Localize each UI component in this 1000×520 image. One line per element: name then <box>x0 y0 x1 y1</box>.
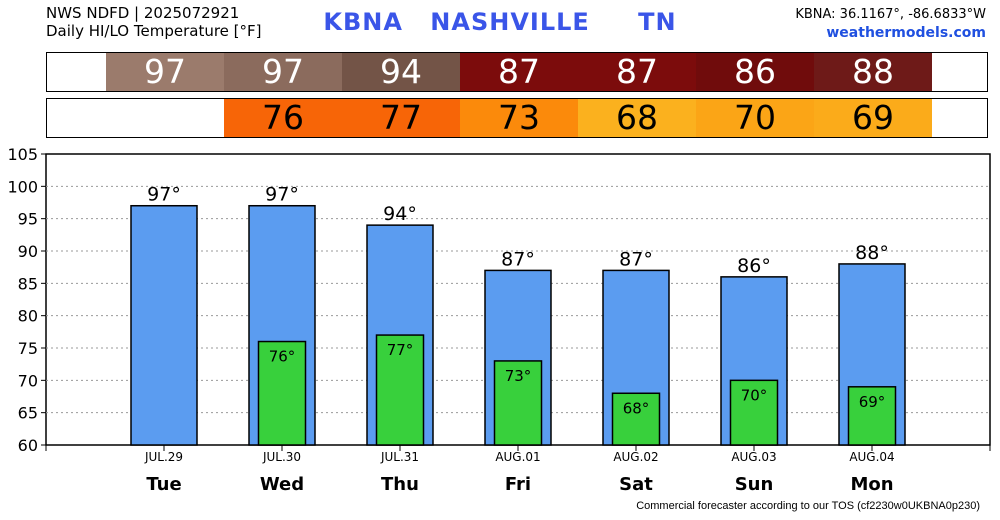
date-label: AUG.04 <box>849 450 894 464</box>
low-temp-cell <box>106 99 224 137</box>
low-temp-bar <box>493 360 543 446</box>
date-label: AUG.02 <box>613 450 658 464</box>
weekday-label: Sat <box>619 474 653 495</box>
y-tick-label: 70 <box>18 371 38 390</box>
low-temp-cell: 69 <box>814 99 932 137</box>
low-temp-cell: 76 <box>224 99 342 137</box>
high-temp-cell: 88 <box>814 53 932 91</box>
site-link[interactable]: weathermodels.com <box>826 25 986 41</box>
y-tick-label: 100 <box>7 177 38 196</box>
location-info: KBNA: 36.1167°, -86.6833°W weathermodels… <box>795 5 986 43</box>
y-tick-label: 90 <box>18 242 38 261</box>
high-temp-label: 97° <box>147 184 181 206</box>
y-tick-label: 80 <box>18 307 38 326</box>
y-tick-label: 75 <box>18 339 38 358</box>
high-temp-cell: 97 <box>106 53 224 91</box>
low-temp-cell: 73 <box>460 99 578 137</box>
high-temp-label: 97° <box>265 184 299 206</box>
weekday-label: Thu <box>381 474 419 495</box>
product-label: Daily HI/LO Temperature [°F] <box>46 22 262 40</box>
product-header: NWS NDFD | 2025072921 Daily HI/LO Temper… <box>46 4 262 40</box>
y-tick-label: 95 <box>18 210 38 229</box>
low-temp-cell: 70 <box>696 99 814 137</box>
high-temp-label: 88° <box>855 242 889 264</box>
weekday-label: Mon <box>850 474 893 495</box>
low-temp-bar <box>729 379 779 446</box>
low-temp-label: 76° <box>269 348 296 366</box>
high-temp-cell: 94 <box>342 53 460 91</box>
low-temp-bar <box>611 392 661 446</box>
low-temp-bar <box>847 386 897 446</box>
station-code: KBNA <box>323 8 403 36</box>
low-temp-strip: 76 77 73 68 70 69 <box>46 98 988 138</box>
low-temp-label: 77° <box>387 341 414 359</box>
date-label: AUG.03 <box>731 450 776 464</box>
low-temp-label: 73° <box>505 367 532 385</box>
weekday-label: Wed <box>260 474 304 495</box>
state-code: TN <box>638 8 677 36</box>
temperature-bar-chart: 60 65 70 75 80 85 90 95 100 105 97° JUL.29 Tue 97° 76°… <box>7 145 991 495</box>
y-tick-label: 105 <box>7 145 38 164</box>
y-tick-label: 60 <box>18 436 38 455</box>
weekday-label: Fri <box>505 474 531 495</box>
low-temp-label: 70° <box>741 386 768 404</box>
date-label: JUL.29 <box>144 450 183 464</box>
weekday-label: Sun <box>735 474 774 495</box>
date-label: AUG.01 <box>495 450 540 464</box>
coords-label: KBNA: 36.1167°, -86.6833°W <box>795 7 986 22</box>
date-label: JUL.31 <box>380 450 419 464</box>
high-temp-label: 86° <box>737 255 771 277</box>
city-name: NASHVILLE <box>430 8 590 36</box>
low-temp-label: 68° <box>623 399 650 417</box>
high-temp-cell: 87 <box>460 53 578 91</box>
high-temp-cell: 86 <box>696 53 814 91</box>
low-temp-bar <box>375 334 425 446</box>
high-temp-cell: 97 <box>224 53 342 91</box>
high-temp-bar <box>130 204 198 446</box>
y-tick-label: 65 <box>18 404 38 423</box>
high-temp-label: 87° <box>619 248 653 270</box>
low-temp-cell: 68 <box>578 99 696 137</box>
low-temp-label: 69° <box>859 393 886 411</box>
high-temp-label: 94° <box>383 203 417 225</box>
low-temp-cell: 77 <box>342 99 460 137</box>
date-label: JUL.30 <box>262 450 301 464</box>
high-temp-strip: 97 97 94 87 87 86 88 <box>46 52 988 92</box>
high-temp-label: 87° <box>501 248 535 270</box>
footer-note: Commercial forecaster according to our T… <box>636 500 980 512</box>
y-tick-label: 85 <box>18 274 38 293</box>
station-title: KBNA NASHVILLE TN <box>0 8 1000 36</box>
high-temp-cell: 87 <box>578 53 696 91</box>
weekday-label: Tue <box>146 474 181 495</box>
low-temp-bar <box>257 340 307 446</box>
source-label: NWS NDFD | 2025072921 <box>46 4 240 22</box>
